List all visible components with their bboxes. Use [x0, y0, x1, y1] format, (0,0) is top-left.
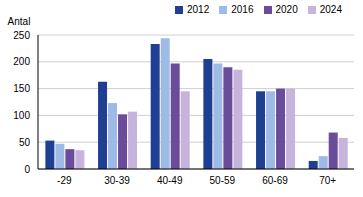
svg-text:50: 50 — [19, 137, 31, 148]
html-text:2024: 2024 — [319, 4, 342, 15]
svg-text:-29: -29 — [57, 175, 72, 186]
svg-text:60-69: 60-69 — [262, 175, 288, 186]
svg-text:250: 250 — [13, 30, 30, 41]
svg-text:150: 150 — [13, 83, 30, 94]
html-text:2020: 2020 — [275, 4, 298, 15]
svg-text:70+: 70+ — [319, 175, 336, 186]
html-text:2016: 2016 — [231, 4, 254, 15]
svg-text:50-59: 50-59 — [210, 175, 236, 186]
svg-text:100: 100 — [13, 110, 30, 121]
svg-text:Antal: Antal — [8, 16, 30, 27]
svg-text:200: 200 — [13, 56, 30, 67]
svg-text:30-39: 30-39 — [104, 175, 130, 186]
html-text:2012: 2012 — [187, 4, 210, 15]
svg-text:40-49: 40-49 — [157, 175, 183, 186]
svg-text:0: 0 — [24, 164, 30, 175]
